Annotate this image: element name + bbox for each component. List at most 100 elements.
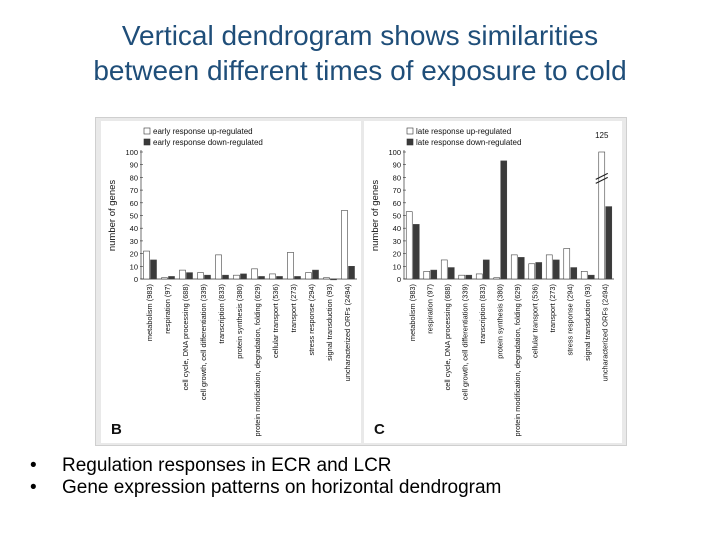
bar — [465, 274, 473, 280]
category-label: metabolism (983) — [408, 284, 417, 341]
bar — [447, 267, 455, 280]
y-tick-label: 60 — [130, 199, 138, 208]
bar — [500, 160, 508, 280]
bar — [258, 276, 265, 280]
y-tick-label: 50 — [393, 212, 401, 221]
bar — [305, 272, 312, 280]
category-label: uncharacterized ORFs (2494) — [343, 284, 352, 381]
slide-title: Vertical dendrogram shows similarities b… — [0, 18, 720, 88]
y-tick-label: 60 — [393, 199, 401, 208]
y-tick-label: 90 — [130, 161, 138, 170]
y-tick-label: 70 — [130, 186, 138, 195]
bar — [287, 252, 294, 280]
category-label: respiration (97) — [163, 284, 172, 334]
axis-break-mark — [595, 172, 608, 180]
bar — [312, 269, 319, 280]
bar — [251, 268, 258, 280]
bar — [458, 274, 466, 280]
y-tick-label: 30 — [393, 237, 401, 246]
category-label: transcription (833) — [478, 284, 487, 344]
bar — [535, 262, 543, 280]
bar — [233, 274, 240, 280]
bar — [341, 210, 348, 280]
bar — [475, 273, 483, 280]
category-label: transport (273) — [548, 284, 557, 332]
bar — [440, 259, 448, 280]
legend-swatch — [406, 138, 414, 146]
category-label: stress response (294) — [307, 284, 316, 355]
panel-letter: C — [374, 421, 385, 438]
category-label: cell cycle, DNA processing (688) — [443, 284, 452, 390]
bar — [294, 276, 301, 280]
category-label: transport (273) — [289, 284, 298, 332]
bar — [276, 276, 283, 280]
bar — [269, 273, 276, 280]
legend-swatch — [143, 138, 151, 146]
axis-break-mark — [595, 176, 608, 184]
bar — [323, 277, 330, 280]
category-label: transcription (833) — [217, 284, 226, 344]
bar — [605, 206, 613, 280]
bar — [348, 266, 355, 280]
y-tick-label: 30 — [130, 237, 138, 246]
category-label: cellular transport (536) — [530, 284, 539, 358]
y-tick-label: 10 — [393, 262, 401, 271]
y-tick-label: 0 — [134, 275, 138, 284]
category-label: protein synthesis (380) — [495, 284, 504, 359]
y-tick-label: 70 — [393, 186, 401, 195]
y-tick-label: 50 — [130, 212, 138, 221]
y-axis-label: number of genes — [370, 180, 381, 252]
bar — [545, 254, 553, 280]
bar — [598, 151, 606, 280]
category-label: cell cycle, DNA processing (688) — [181, 284, 190, 390]
legend-swatch — [143, 127, 151, 135]
title-line-1: Vertical dendrogram shows similarities — [121, 20, 599, 51]
category-label: metabolism (983) — [145, 284, 154, 341]
bar — [204, 274, 211, 280]
bar — [330, 278, 337, 281]
bar — [528, 263, 536, 280]
bar — [240, 273, 247, 280]
panel-background — [101, 121, 361, 443]
bullet-item: • Regulation responses in ECR and LCR — [30, 455, 392, 476]
bar — [580, 271, 588, 280]
title-line-2: between different times of exposure to c… — [93, 55, 627, 86]
category-label: stress response (294) — [565, 284, 574, 355]
legend-label: early response up-regulated — [153, 127, 253, 136]
y-tick-label: 100 — [388, 148, 401, 157]
axis-break-label: 125 — [595, 131, 609, 140]
y-tick-label: 20 — [130, 250, 138, 259]
bar — [405, 211, 413, 280]
bar — [179, 269, 186, 280]
category-label: respiration (97) — [425, 284, 434, 334]
category-label: cellular transport (536) — [271, 284, 280, 358]
category-label: protein synthesis (380) — [235, 284, 244, 359]
bar — [587, 274, 595, 280]
y-tick-label: 90 — [393, 161, 401, 170]
legend-label: late response up-regulated — [416, 127, 511, 136]
bar — [215, 254, 222, 280]
y-tick-label: 100 — [125, 148, 138, 157]
y-axis-label: number of genes — [107, 180, 118, 252]
chart-panel-c: late response up-regulated late response … — [364, 121, 622, 443]
bar — [493, 277, 501, 280]
bullet-text: Regulation responses in ECR and LCR — [62, 455, 392, 476]
bar — [552, 259, 560, 280]
legend-label: late response down-regulated — [416, 138, 521, 147]
bar — [430, 269, 438, 280]
bullet-item: • Gene expression patterns on horizontal … — [30, 477, 502, 498]
y-tick-label: 10 — [130, 262, 138, 271]
bar — [150, 259, 157, 280]
bar — [412, 224, 420, 280]
panel-letter: B — [111, 421, 122, 438]
y-tick-label: 40 — [393, 224, 401, 233]
category-label: cell growth, cell differentiation (339) — [199, 284, 208, 400]
bar — [222, 274, 229, 280]
legend-swatch — [406, 127, 414, 135]
y-tick-label: 80 — [130, 173, 138, 182]
bar — [517, 257, 525, 280]
bar — [143, 250, 150, 280]
category-label: protein modification, degradation, foldi… — [253, 284, 262, 436]
category-label: uncharacterized ORFs (2494) — [600, 284, 609, 381]
y-tick-label: 0 — [397, 275, 401, 284]
